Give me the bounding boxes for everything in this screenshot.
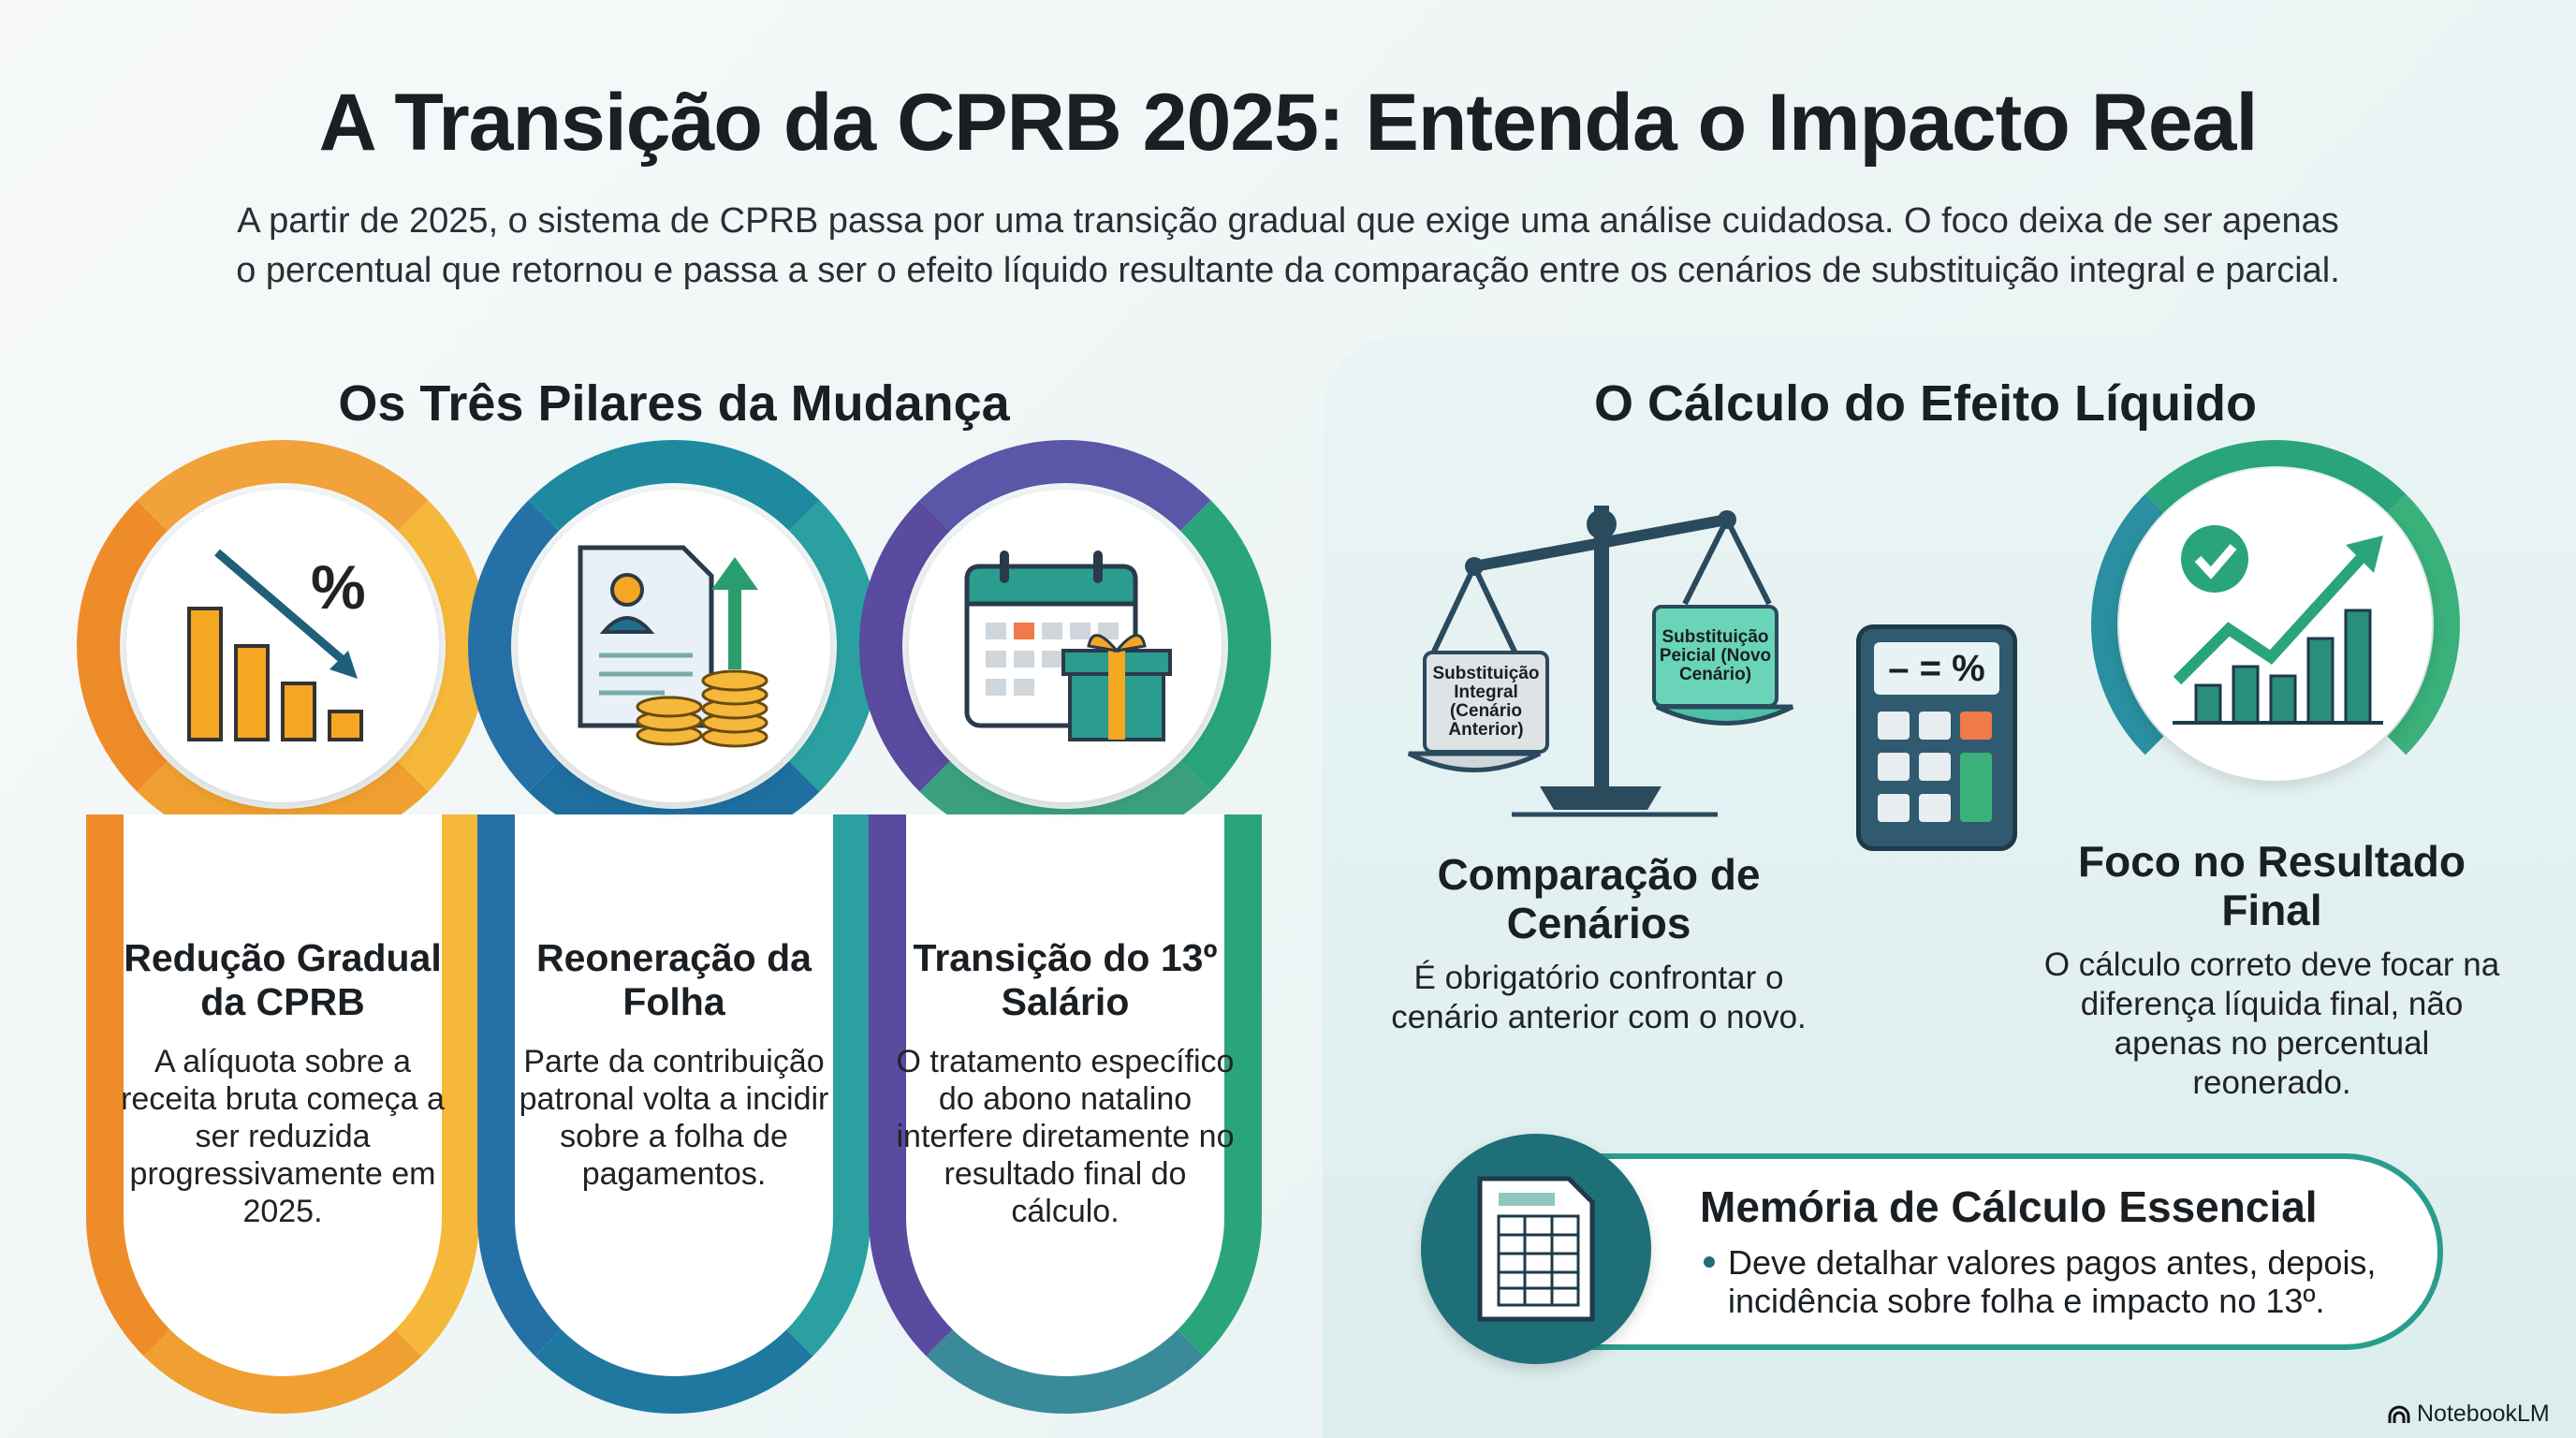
focus-block: Foco no Resultado Final O cálculo corret…: [2038, 837, 2506, 1103]
focus-body: O cálculo correto deve focar na diferenç…: [2043, 946, 2500, 1101]
right-section-title: O Cálculo do Efeito Líquido: [1594, 375, 2257, 432]
bullet-dot: [1704, 1256, 1715, 1268]
svg-text:%: %: [311, 552, 366, 622]
memo-heading: Memória de Cálculo Essencial: [1700, 1182, 2318, 1231]
memo-bullet: Deve detalhar valores pagos antes, depoi…: [1728, 1243, 2377, 1320]
left-pan-label: Substituição Integral (Cenário Anterior): [1423, 651, 1549, 754]
payroll-document-coins-icon: [518, 490, 830, 802]
page-title: A Transição da CPRB 2025: Entenda o Impa…: [318, 78, 2259, 168]
pillar-body: Parte da contribuição patronal volta a i…: [519, 1044, 829, 1192]
pillar-heading: Transição do 13º Salário: [913, 936, 1218, 1023]
comparison-heading: Comparação de Cenários: [1437, 850, 1761, 947]
memo-card: [1498, 1153, 2443, 1350]
pillar-heading: Redução Gradual da CPRB: [124, 936, 442, 1023]
notebooklm-logo: NotebookLM: [2387, 1401, 2550, 1428]
notebooklm-icon: [2388, 1405, 2410, 1423]
calculator-icon: – = %: [1856, 624, 2017, 851]
right-pan-label: Substituição Peicial (Novo Cenário): [1652, 605, 1778, 708]
left-section-title: Os Três Pilares da Mudança: [338, 375, 1010, 432]
bar-chart-down-percent-icon: %: [126, 490, 439, 802]
brand-text: NotebookLM: [2417, 1401, 2550, 1427]
growth-chart-check-icon: [2119, 468, 2432, 781]
pillar-body: A alíquota sobre a receita bruta começa …: [121, 1044, 445, 1229]
page-subtitle: A partir de 2025, o sistema de CPRB pass…: [187, 197, 2389, 296]
pillar-heading: Reoneração da Folha: [536, 936, 812, 1023]
subtitle-line: A partir de 2025, o sistema de CPRB pass…: [237, 201, 2339, 241]
pillar-card: [477, 814, 871, 1414]
spreadsheet-document-icon: [1421, 1134, 1651, 1364]
calculator-display: – = %: [1874, 642, 1999, 695]
calendar-gift-icon: [909, 490, 1222, 802]
focus-heading: Foco no Resultado Final: [2078, 837, 2466, 934]
balance-scale-icon: [1407, 506, 1794, 817]
comparison-block: Comparação de Cenários É obrigatório con…: [1365, 850, 1833, 1037]
pillar-13-salario: Transição do 13º Salário O tratamento es…: [859, 440, 1271, 1414]
comparison-body: É obrigatório confrontar o cenário anter…: [1391, 960, 1807, 1035]
subtitle-line: o percentual que retornou e passa a ser …: [236, 251, 2340, 290]
pillar-reoneracao: Reoneração da Folha Parte da contribuiçã…: [468, 440, 880, 1414]
pillar-reducao: % Redução Gradual da CPRB A alíquota sob…: [77, 440, 489, 1414]
pillar-body: O tratamento específico do abono natalin…: [896, 1044, 1235, 1229]
